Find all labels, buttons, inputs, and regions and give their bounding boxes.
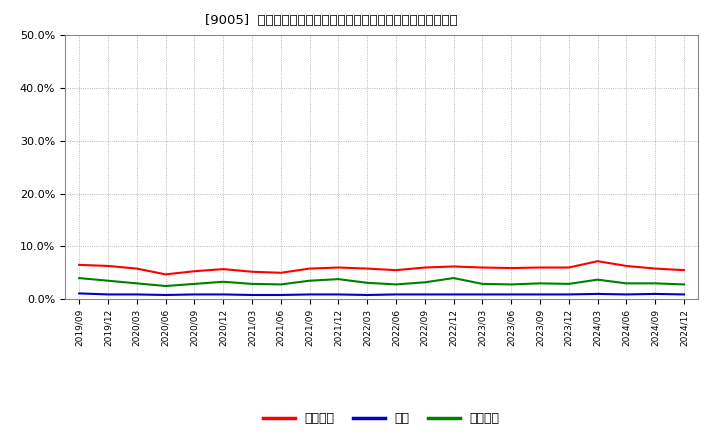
在庫 [593, 291, 602, 297]
在庫 [536, 292, 544, 297]
売上債権 [392, 268, 400, 273]
売上債権 [449, 264, 458, 269]
Line: 買入債務: 買入債務 [79, 278, 684, 286]
売上債権 [305, 266, 314, 271]
売上債権 [334, 265, 343, 270]
在庫 [334, 292, 343, 297]
買入債務 [564, 281, 573, 286]
売上債権 [161, 272, 170, 277]
在庫 [564, 292, 573, 297]
売上債権 [219, 267, 228, 272]
売上債権 [622, 263, 631, 268]
在庫 [276, 292, 285, 297]
Line: 売上債権: 売上債権 [79, 261, 684, 275]
買入債務 [593, 277, 602, 282]
在庫 [219, 292, 228, 297]
買入債務 [420, 280, 429, 285]
売上債権 [680, 268, 688, 273]
売上債権 [536, 265, 544, 270]
売上債権 [190, 268, 199, 274]
買入債務 [75, 275, 84, 281]
在庫 [651, 291, 660, 297]
Line: 在庫: 在庫 [79, 293, 684, 295]
売上債権 [478, 265, 487, 270]
売上債権 [276, 270, 285, 275]
在庫 [622, 292, 631, 297]
売上債権 [363, 266, 372, 271]
買入債務 [276, 282, 285, 287]
在庫 [75, 291, 84, 296]
売上債権 [132, 266, 141, 271]
買入債務 [104, 278, 112, 283]
売上債権 [104, 263, 112, 268]
買入債務 [478, 281, 487, 286]
売上債権 [507, 265, 516, 271]
買入債務 [305, 278, 314, 283]
在庫 [420, 292, 429, 297]
買入債務 [449, 275, 458, 281]
買入債務 [622, 281, 631, 286]
在庫 [478, 292, 487, 297]
売上債権 [75, 262, 84, 268]
売上債権 [593, 259, 602, 264]
買入債務 [190, 281, 199, 286]
在庫 [161, 292, 170, 297]
買入債務 [680, 282, 688, 287]
在庫 [449, 292, 458, 297]
買入債務 [132, 281, 141, 286]
Legend: 売上債権, 在庫, 買入債務: 売上債権, 在庫, 買入債務 [258, 407, 505, 430]
買入債務 [392, 282, 400, 287]
買入債務 [334, 276, 343, 282]
売上債権 [651, 266, 660, 271]
売上債権 [248, 269, 256, 275]
売上債権 [420, 265, 429, 270]
買入債務 [219, 279, 228, 284]
買入債務 [161, 283, 170, 289]
買入債務 [536, 281, 544, 286]
在庫 [392, 292, 400, 297]
買入債務 [651, 281, 660, 286]
在庫 [305, 292, 314, 297]
在庫 [190, 292, 199, 297]
在庫 [132, 292, 141, 297]
買入債務 [248, 281, 256, 286]
Title: [9005]  売上債権、在庫、買入債務の総資産に対する比率の推移: [9005] 売上債権、在庫、買入債務の総資産に対する比率の推移 [204, 14, 457, 27]
買入債務 [507, 282, 516, 287]
在庫 [680, 292, 688, 297]
在庫 [363, 292, 372, 297]
在庫 [104, 292, 112, 297]
在庫 [507, 292, 516, 297]
在庫 [248, 292, 256, 297]
売上債権 [564, 265, 573, 270]
買入債務 [363, 280, 372, 286]
